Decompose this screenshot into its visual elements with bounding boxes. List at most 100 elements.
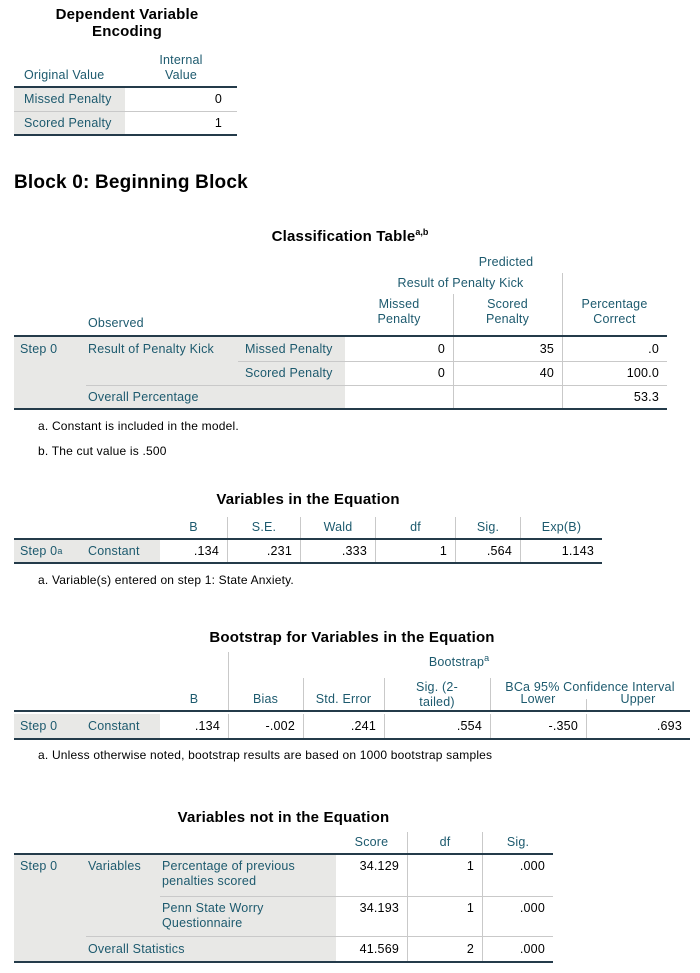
table-row: Penn State Worry Questionnaire 34.193 1 … xyxy=(14,896,553,936)
variables-in-equation-title: Variables in the Equation xyxy=(216,491,400,508)
cell-sig: .554 xyxy=(384,714,490,738)
table-row: Scored Penalty 1 xyxy=(14,111,237,134)
cell-df: 1 xyxy=(375,540,455,562)
col-score: Score xyxy=(354,835,389,849)
cell-percentage: .0 xyxy=(562,337,667,361)
cell-b: .134 xyxy=(194,718,220,733)
step-footnote-marker: a xyxy=(57,545,63,556)
cell-empty xyxy=(160,832,336,853)
step-label: Step 0 xyxy=(14,337,86,361)
cell-empty xyxy=(86,896,160,936)
bootstrap-footnote-marker: a xyxy=(484,653,490,663)
cell-empty xyxy=(86,361,238,385)
cell-percentage: 53.3 xyxy=(562,385,667,408)
cell-df: 1 xyxy=(407,855,482,896)
result-span-label: Result of Penalty Kick xyxy=(397,276,524,290)
bootstrap-table-header: Bootstrapa BCa 95% Confidence Interval S… xyxy=(14,652,690,712)
cell-lower: -.350 xyxy=(490,714,586,738)
step-label: Step 0 xyxy=(14,714,86,738)
col-lower: Lower xyxy=(520,692,556,706)
col-missed-penalty: Missed Penalty xyxy=(377,297,421,326)
cell-missed: 0 xyxy=(345,361,453,385)
row-sublabel: Scored Penalty xyxy=(238,361,345,385)
cell-missed: 0 xyxy=(437,341,445,356)
table-header-row: Score df Sig. xyxy=(14,832,553,855)
footnote-a: a. Variable(s) entered on step 1: State … xyxy=(38,573,294,587)
encoding-table: Original Value Internal Value Missed Pen… xyxy=(14,50,237,136)
table-row: Step 0 Result of Penalty Kick Missed Pen… xyxy=(14,337,667,361)
col-bias: Bias xyxy=(252,692,279,706)
cell-score: 34.129 xyxy=(359,859,399,873)
footnote-a: a. Constant is included in the model. xyxy=(38,419,239,433)
table-header-row: B S.E. Wald df Sig. Exp(B) xyxy=(14,517,602,540)
col-scored-penalty: Scored Penalty xyxy=(485,297,530,326)
title-footnote-marker: a,b xyxy=(415,227,429,237)
encoding-col-internal: Internal Value xyxy=(159,53,203,82)
encoding-table-body: Missed Penalty 0 Scored Penalty 1 xyxy=(14,88,237,136)
overall-percentage-label: Overall Percentage xyxy=(86,385,345,408)
col-sig: Sig. xyxy=(482,832,553,853)
table-body: Step 0 Variables Percentage of previous … xyxy=(14,855,553,963)
encoding-table-header: Original Value Internal Value xyxy=(14,50,237,88)
variables-not-in-equation-table: Score df Sig. Step 0 Variables Percentag… xyxy=(14,832,553,963)
column-divider xyxy=(586,699,587,710)
column-divider xyxy=(228,652,229,710)
bootstrap-span-label: Bootstrapa xyxy=(428,653,490,670)
cell-se: .231 xyxy=(227,540,300,562)
cell-internal-value: 1 xyxy=(214,115,222,130)
row-label: Percentage of previous penalties scored xyxy=(160,855,336,896)
col-percentage-correct: Percentage Correct xyxy=(581,297,648,326)
footnote-a: a. Unless otherwise noted, bootstrap res… xyxy=(38,748,493,762)
cell-bias: -.002 xyxy=(228,714,303,738)
observed-label: Observed xyxy=(88,316,144,330)
col-sig: Sig. xyxy=(455,517,520,538)
row-label: Constant xyxy=(86,540,160,562)
group-label: Variables xyxy=(86,855,160,896)
cell-empty xyxy=(86,517,160,538)
cell-empty xyxy=(453,385,562,408)
variables-not-in-equation-title: Variables not in the Equation xyxy=(177,809,390,826)
cell-percentage: 100.0 xyxy=(562,361,667,385)
cell-sig: .000 xyxy=(482,936,553,961)
col-std-error: Std. Error xyxy=(315,692,372,706)
row-label: Penn State Worry Questionnaire xyxy=(160,896,336,936)
predicted-span-label: Predicted xyxy=(478,255,534,269)
row-label: Scored Penalty xyxy=(14,112,125,134)
col-wald: Wald xyxy=(300,517,375,538)
cell-empty xyxy=(14,896,86,936)
cell-empty xyxy=(14,832,86,853)
col-df: df xyxy=(375,517,455,538)
classification-table-body: Step 0 Result of Penalty Kick Missed Pen… xyxy=(14,337,667,410)
row-label: Missed Penalty xyxy=(14,88,125,111)
col-b: B xyxy=(189,520,198,534)
classification-table-title: Classification Tablea,b xyxy=(271,227,429,245)
cell-scored: 40 xyxy=(453,361,562,385)
classification-table-header: Predicted Result of Penalty Kick Missed … xyxy=(14,253,667,337)
block-heading: Block 0: Beginning Block xyxy=(14,172,248,193)
col-b: B xyxy=(189,692,199,706)
bootstrap-table-title: Bootstrap for Variables in the Equation xyxy=(209,629,495,646)
overall-statistics-label: Overall Statistics xyxy=(86,936,336,961)
table-row: Scored Penalty 0 40 100.0 xyxy=(14,361,667,385)
column-divider xyxy=(384,678,385,710)
table-row: Missed Penalty 0 xyxy=(14,88,237,111)
cell-sig: .000 xyxy=(482,855,553,896)
cell-df: 2 xyxy=(407,936,482,961)
encoding-col-original: Original Value xyxy=(24,68,105,82)
row-sublabel: Missed Penalty xyxy=(238,337,345,361)
column-divider xyxy=(490,678,491,710)
cell-sig: .000 xyxy=(482,896,553,936)
cell-wald: .333 xyxy=(300,540,375,562)
cell-sig: .564 xyxy=(455,540,520,562)
row-label: Result of Penalty Kick xyxy=(86,337,238,361)
col-exp-b: Exp(B) xyxy=(520,517,602,538)
cell-empty xyxy=(14,361,86,385)
cell-internal-value: 0 xyxy=(214,92,222,106)
cell-exp-b: 1.143 xyxy=(520,540,602,562)
table-row: Step 0 Variables Percentage of previous … xyxy=(14,855,553,896)
table-row: Overall Percentage 53.3 xyxy=(14,385,667,408)
footnote-b: b. The cut value is .500 xyxy=(38,444,167,458)
column-divider xyxy=(562,273,563,335)
